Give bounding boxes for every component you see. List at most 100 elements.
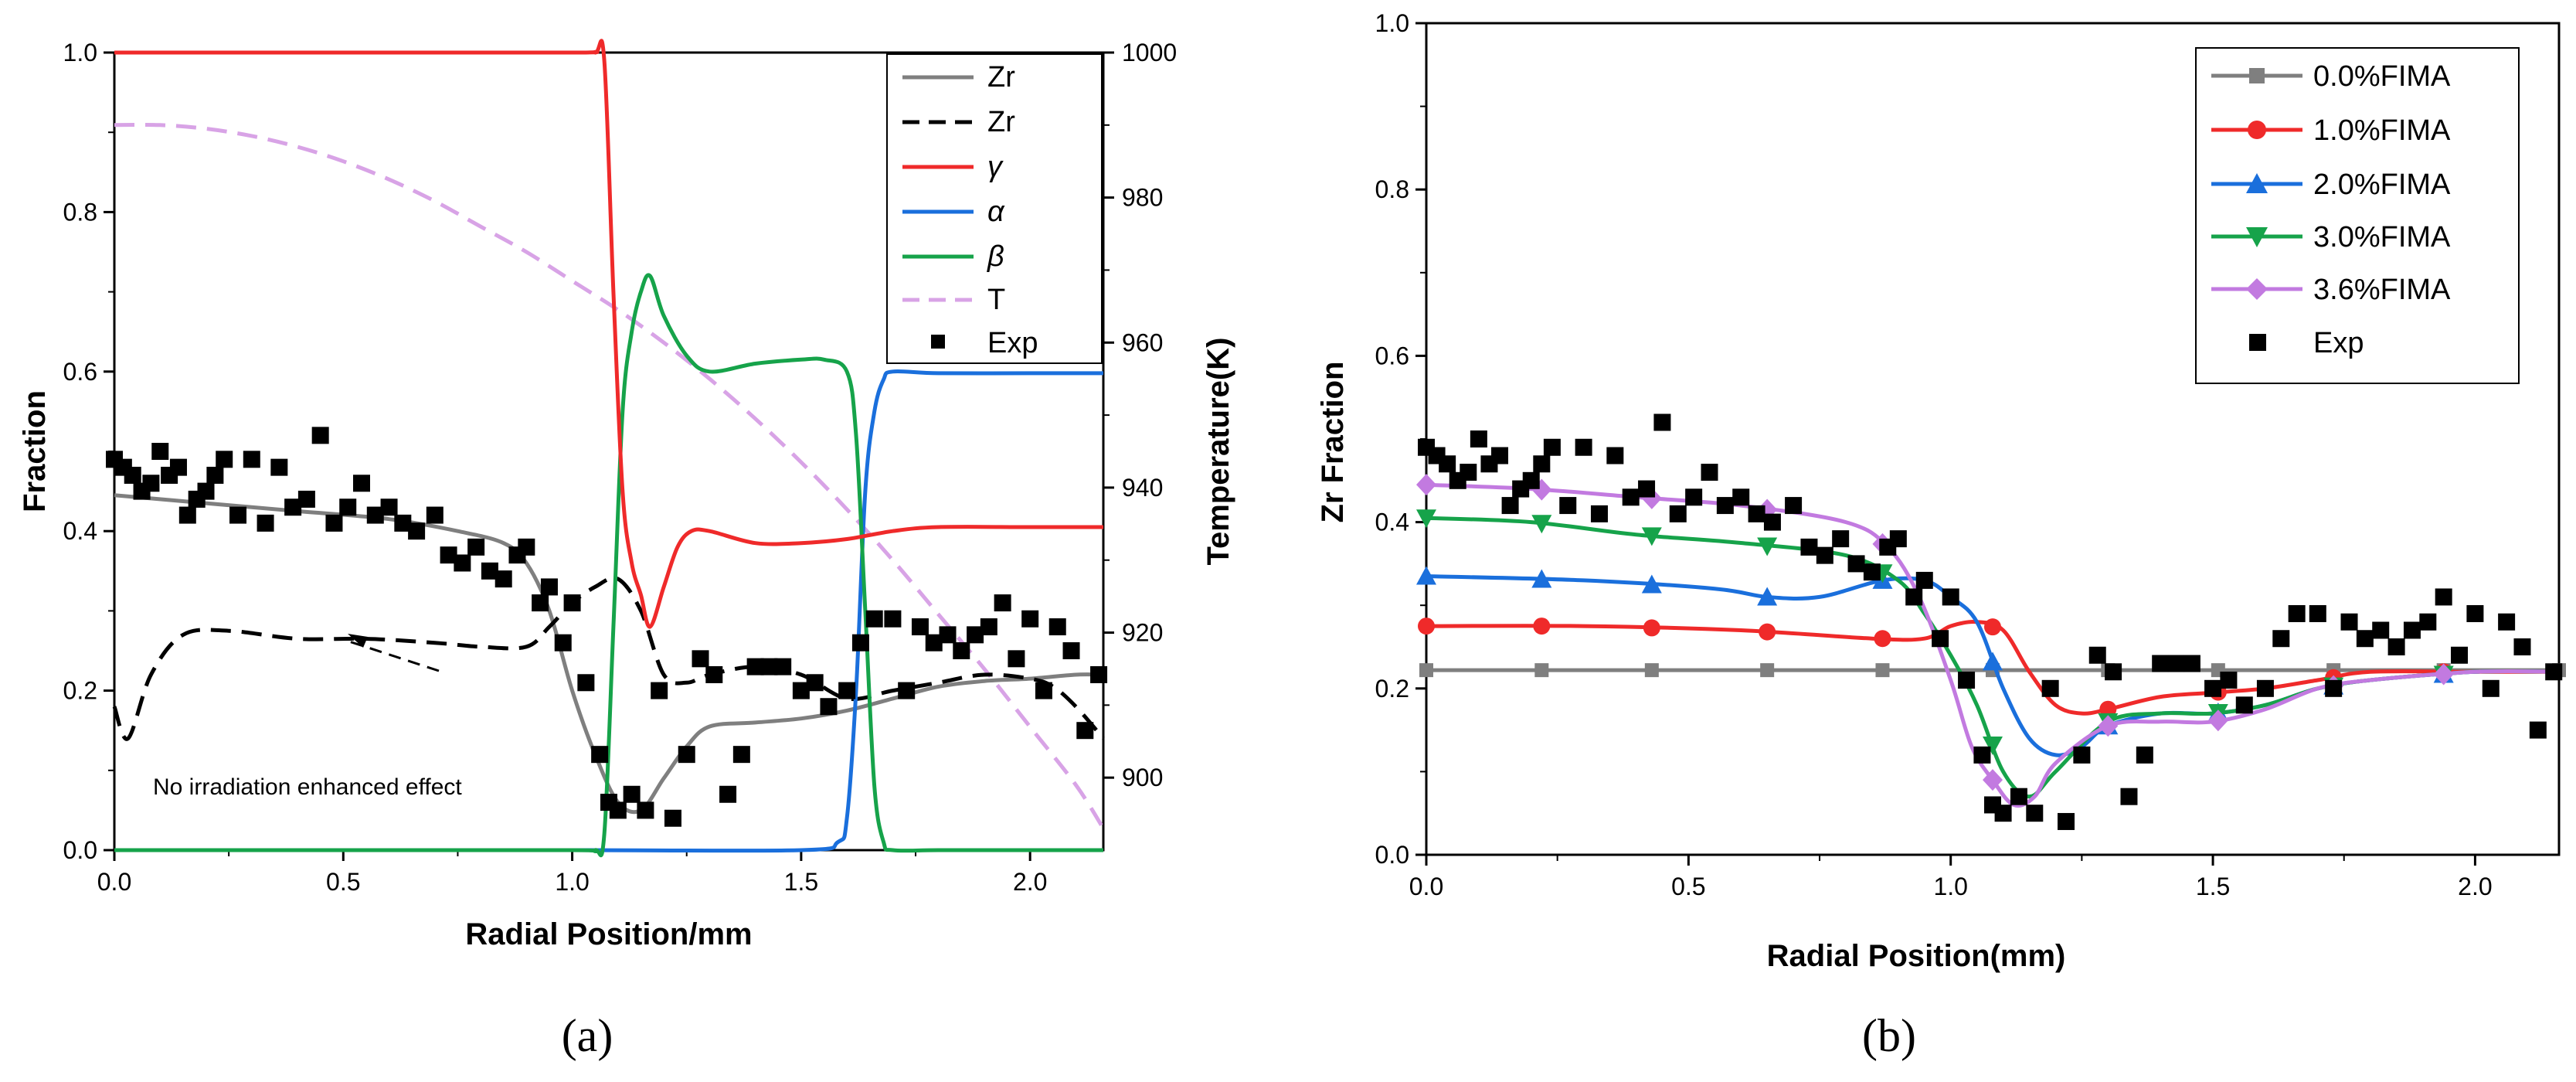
panel-a-y2-title: Temperature(K) bbox=[1201, 338, 1235, 566]
exp-point bbox=[851, 634, 869, 652]
exp-point bbox=[1035, 682, 1052, 699]
exp-point bbox=[1863, 563, 1881, 581]
exp-point bbox=[925, 634, 943, 652]
exp-point bbox=[2152, 655, 2170, 672]
x-tick-label: 0.5 bbox=[326, 868, 360, 896]
series-marker-3-0-fima bbox=[1416, 509, 1436, 529]
panel-b-legend-box bbox=[2195, 47, 2520, 384]
exp-point bbox=[1958, 672, 1976, 689]
exp-point bbox=[2403, 621, 2421, 639]
series-marker-3-6-fima bbox=[2433, 663, 2454, 686]
legend-label-2-0-fima: 2.0%FIMA bbox=[2313, 168, 2451, 201]
series-line-zr-dashed bbox=[112, 576, 1105, 741]
legend-label-zr-dashed: Zr bbox=[987, 106, 1015, 138]
exp-point bbox=[2513, 638, 2531, 655]
exp-point bbox=[609, 801, 627, 819]
y-tick-label: 0.2 bbox=[1375, 675, 1409, 703]
series-marker-3-6-fima bbox=[2098, 715, 2119, 737]
y-tick-label: 0.4 bbox=[1375, 509, 1409, 536]
series-marker-2-0-fima bbox=[1757, 587, 1778, 606]
exp-point bbox=[1748, 505, 1765, 522]
exp-point bbox=[1800, 538, 1818, 556]
legend-label-exp-b: Exp bbox=[2313, 327, 2364, 359]
exp-point bbox=[1669, 505, 1687, 522]
x-tick-label: 2.0 bbox=[1013, 868, 1047, 896]
exp-point bbox=[1575, 438, 1592, 456]
exp-point bbox=[394, 514, 412, 532]
exp-point bbox=[792, 682, 810, 699]
y2-tick-label: 980 bbox=[1122, 184, 1163, 212]
exp-point bbox=[1062, 642, 1080, 659]
exp-point bbox=[2272, 630, 2290, 648]
series-marker-0-0-fima bbox=[1760, 663, 1775, 678]
exp-point bbox=[692, 650, 709, 668]
series-marker-0-0-fima bbox=[1875, 663, 1890, 678]
series-marker-2-0-fima bbox=[1641, 574, 1662, 594]
exp-point bbox=[1847, 555, 1865, 573]
exp-point bbox=[2419, 613, 2437, 631]
y-tick-label: 1.0 bbox=[1375, 9, 1409, 37]
exp-point bbox=[2325, 679, 2343, 697]
exp-point bbox=[124, 466, 141, 484]
exp-point bbox=[1460, 464, 1477, 481]
series-marker-0-0-fima bbox=[1644, 663, 1659, 678]
y2-tick-label: 940 bbox=[1122, 474, 1163, 502]
exp-point bbox=[366, 506, 384, 524]
exp-point bbox=[532, 594, 549, 612]
exp-point bbox=[705, 665, 723, 683]
legend-item-2-0-fima: 2.0%FIMA bbox=[2211, 168, 2451, 201]
exp-point bbox=[1021, 610, 1039, 628]
panel-b-exp-markers bbox=[1418, 413, 2563, 830]
exp-point bbox=[1732, 488, 1750, 506]
exp-point bbox=[2482, 679, 2500, 697]
legend-item-3-6-fima: 3.6%FIMA bbox=[2211, 274, 2451, 306]
x-tick-label: 0.0 bbox=[1409, 873, 1443, 900]
exp-point bbox=[637, 801, 654, 819]
exp-point bbox=[732, 746, 750, 764]
panel-b-x-title: Radial Position(mm) bbox=[1767, 939, 2066, 973]
exp-point bbox=[1048, 618, 1066, 636]
exp-point bbox=[664, 809, 681, 827]
exp-point bbox=[865, 610, 883, 628]
exp-point bbox=[591, 746, 609, 764]
series-marker-3-0-fima bbox=[1983, 736, 2003, 755]
exp-point bbox=[1763, 513, 1781, 531]
series-marker-1-0-fima bbox=[1759, 623, 1776, 641]
exp-point bbox=[1932, 630, 1949, 648]
exp-point bbox=[2041, 679, 2059, 697]
exp-point bbox=[169, 458, 187, 476]
exp-point bbox=[1685, 488, 1703, 506]
exp-point bbox=[911, 618, 929, 636]
x-tick-label: 0.0 bbox=[97, 868, 131, 896]
exp-point bbox=[2183, 655, 2200, 672]
y-tick-label: 0.8 bbox=[63, 198, 97, 226]
y-tick-label: 0.2 bbox=[63, 677, 97, 705]
legend-label-temperature: T bbox=[987, 284, 1005, 316]
x-tick-label: 1.0 bbox=[555, 868, 589, 896]
series-marker-3-6-fima bbox=[1983, 769, 2003, 791]
series-marker-0-0-fima bbox=[1534, 663, 1549, 678]
exp-point bbox=[1889, 530, 1907, 548]
exp-point bbox=[1638, 480, 1656, 498]
exp-point bbox=[353, 475, 370, 492]
exp-point bbox=[1905, 588, 1923, 606]
exp-point bbox=[1832, 530, 1850, 548]
y2-tick-label: 900 bbox=[1122, 764, 1163, 791]
legend-label-beta: β bbox=[987, 240, 1004, 273]
exp-point bbox=[2387, 638, 2405, 655]
legend-label-gamma: γ bbox=[987, 151, 1004, 183]
legend-label-exp-a: Exp bbox=[987, 327, 1038, 359]
series-line-beta bbox=[114, 273, 1103, 857]
exp-point bbox=[2545, 663, 2563, 681]
series-marker-0-0-fima bbox=[1419, 663, 1433, 678]
exp-point bbox=[2073, 746, 2091, 764]
exp-point bbox=[1090, 665, 1108, 683]
panel-a-caption: (a) bbox=[562, 1010, 613, 1061]
series-marker-2-0-fima bbox=[1983, 652, 2003, 671]
exp-point bbox=[2120, 788, 2138, 805]
exp-point bbox=[540, 578, 558, 596]
y-tick-label: 0.0 bbox=[63, 836, 97, 864]
exp-point bbox=[1543, 438, 1561, 456]
x-tick-label: 1.5 bbox=[784, 868, 818, 896]
legend-label-3-0-fima: 3.0%FIMA bbox=[2313, 221, 2451, 253]
